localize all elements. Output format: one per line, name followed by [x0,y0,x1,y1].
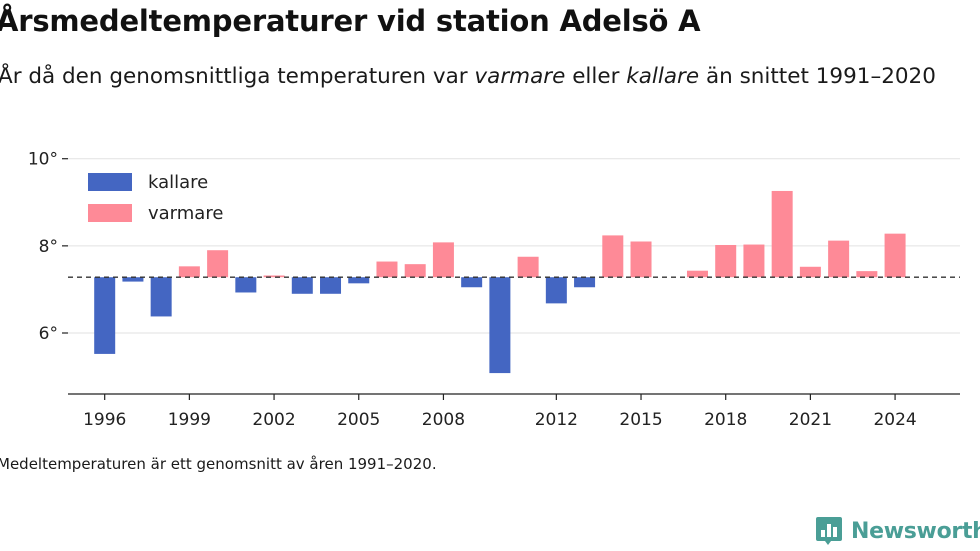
x-tick-label-2012: 2012 [535,410,578,430]
bar-2011 [517,256,539,278]
legend: kallare varmare [88,172,223,224]
bar-2012 [545,277,567,304]
bar-2018 [715,244,737,278]
bar-2001 [235,277,257,293]
legend-swatch-varmare [88,204,132,222]
bar-2007 [404,264,426,278]
bar-2008 [432,242,454,278]
bar-2017 [686,270,708,278]
chart-subtitle: År då den genomsnittliga temperaturen va… [0,60,958,94]
x-tick-label-1999: 1999 [168,410,211,430]
bars [94,190,906,374]
bar-2024 [884,233,906,278]
bar-2023 [856,271,878,278]
x-tick-label-2018: 2018 [704,410,747,430]
x-tick-label-2024: 2024 [873,410,916,430]
chart-title: Årsmedeltemperaturer vid station Adelsö … [0,4,701,38]
subtitle-middle: eller [565,64,627,89]
legend-swatch-kallare [88,173,132,191]
bar-2020 [771,190,793,278]
legend-label-kallare: kallare [148,172,208,193]
bar-2014 [602,235,624,278]
y-tick-label-10: 10° [28,150,58,170]
y-tick-label-6: 6° [39,324,58,344]
bar-2010 [489,277,511,374]
bar-2009 [461,277,483,288]
bar-2006 [376,261,398,278]
footnote: Medeltemperaturen är ett genomsnitt av å… [0,455,437,473]
bar-2000 [207,250,229,278]
bar-1997 [122,277,144,282]
subtitle-colder: kallare [626,64,700,89]
subtitle-suffix: än snittet 1991–2020 [699,64,936,89]
x-tick-label-2008: 2008 [422,410,465,430]
x-tick-label-2015: 2015 [619,410,662,430]
bar-2003 [291,277,313,294]
x-tick-label-2005: 2005 [337,410,380,430]
bar-2013 [574,277,596,288]
bar-2002 [263,275,285,278]
x-axis: 1996 1999 2002 2005 2008 2012 2015 2018 2021 2024 [68,393,960,430]
bar-chart: 6° 8° 10° 1996 1999 2002 2005 2008 2012 2015 2018… [28,150,960,430]
x-tick-label-2002: 2002 [252,410,295,430]
bar-2015 [630,241,652,278]
bar-2004 [320,277,342,294]
bar-chart-icon [816,517,842,545]
subtitle-warmer: varmare [474,64,566,89]
bar-2021 [799,266,821,278]
legend-label-varmare: varmare [148,203,223,224]
bar-1999 [178,266,200,278]
y-axis: 6° 8° 10° [28,150,68,344]
y-tick-label-8: 8° [39,237,58,257]
bar-2019 [743,244,765,278]
bar-1998 [150,277,172,317]
x-tick-label-1996: 1996 [83,410,126,430]
brand-logo: Newsworthy [815,515,980,547]
bar-2022 [828,240,850,278]
bar-2005 [348,277,370,284]
x-tick-label-2021: 2021 [789,410,832,430]
brand-name: Newsworthy [851,518,980,544]
bar-1996 [94,277,116,354]
subtitle-prefix: År då den genomsnittliga temperaturen va… [0,64,475,89]
gridlines [68,158,960,334]
